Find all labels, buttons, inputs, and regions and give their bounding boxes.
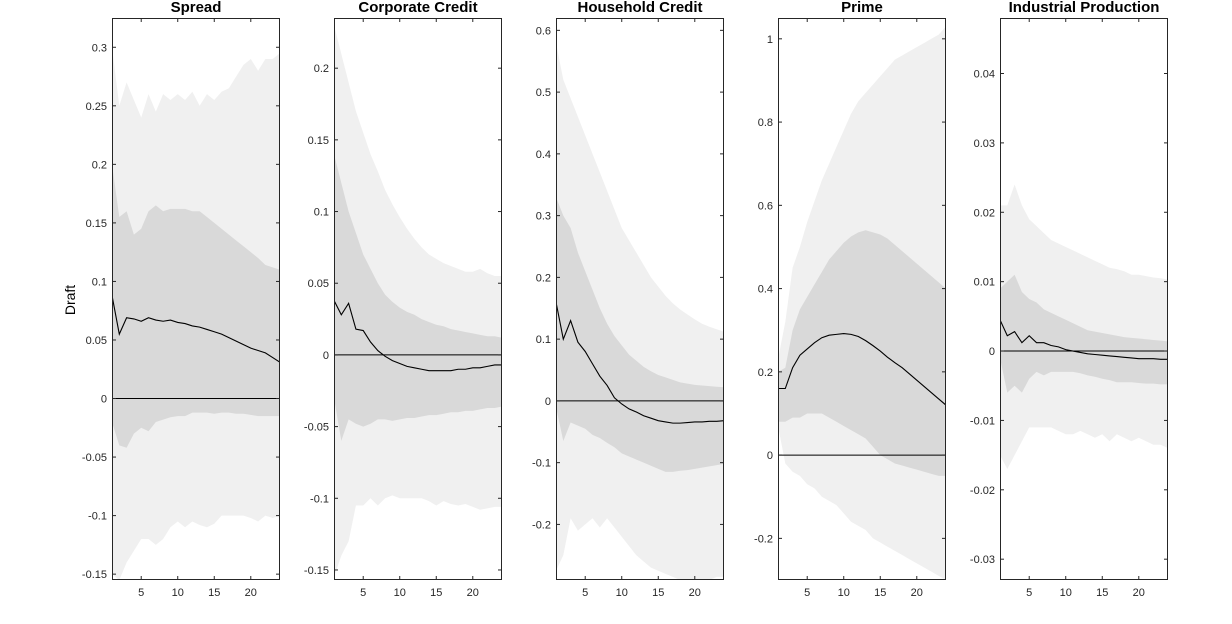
panel-title: Prime [841, 0, 883, 16]
plot-area [778, 26, 946, 580]
panel-title: Household Credit [577, 0, 702, 16]
y-tick-label: 0 [101, 394, 107, 406]
y-tick-label: -0.2 [754, 533, 773, 545]
y-tick-label: 0.5 [536, 87, 551, 99]
y-tick-label: -0.1 [88, 511, 107, 523]
plot-area [334, 25, 502, 577]
y-tick-label: 0.03 [974, 138, 995, 150]
y-tick-label: -0.1 [310, 493, 329, 505]
x-tick-label: 10 [394, 587, 406, 599]
x-tick-label: 15 [874, 587, 886, 599]
y-tick-label: 0.15 [308, 135, 329, 147]
y-tick-label: 0.4 [536, 149, 551, 161]
y-tick-label: 0 [767, 450, 773, 462]
y-tick-label: 0.04 [974, 69, 995, 81]
y-tick-label: -0.1 [532, 458, 551, 470]
y-tick-label: -0.15 [304, 565, 329, 577]
panel-title: Corporate Credit [358, 0, 477, 16]
x-tick-label: 20 [467, 587, 479, 599]
y-tick-label: 0 [545, 396, 551, 408]
panel-corporate-credit: -0.15 -0.1 -0.05 0 0.05 0.1 0.15 0.2 5 10 15 20 Corp… [304, 0, 502, 599]
panel-household-credit: -0.2 -0.1 0 0.1 0.2 0.3 0.4 0.5 0.6 5 10 15 20 Househ… [532, 0, 724, 599]
y-tick-label: 0.05 [308, 278, 329, 290]
y-tick-label: 0.1 [314, 207, 329, 219]
y-tick-label: 0 [989, 346, 995, 358]
x-tick-label: 15 [208, 587, 220, 599]
y-tick-label: -0.05 [304, 422, 329, 434]
y-tick-label: 0.1 [92, 276, 107, 288]
y-tick-label: 0.6 [536, 25, 551, 37]
x-tick-label: 10 [172, 587, 184, 599]
y-tick-label: 0.2 [314, 63, 329, 75]
y-tick-label: 0.2 [536, 272, 551, 284]
x-tick-label: 15 [1096, 587, 1108, 599]
panel-spread: -0.15 -0.1 -0.05 0 0.05 0.1 0.15 0.2 0.25 0.3 5 10 1… [82, 0, 280, 599]
y-tick-label: 0 [323, 350, 329, 362]
y-tick-label: -0.01 [970, 415, 995, 427]
x-tick-label: 10 [838, 587, 850, 599]
y-tick-label: -0.15 [82, 569, 107, 581]
x-tick-label: 15 [430, 587, 442, 599]
panel-industrial-production: -0.03 -0.02 -0.01 0 0.01 0.02 0.03 0.04 5 10 15 20 I… [970, 0, 1168, 599]
plot-area [112, 47, 280, 580]
x-tick-label: 5 [1026, 587, 1032, 599]
y-tick-label: 0.8 [758, 117, 773, 129]
x-tick-label: 20 [1133, 587, 1145, 599]
y-tick-label: 0.1 [536, 334, 551, 346]
y-tick-label: -0.2 [532, 519, 551, 531]
y-tick-label: 0.02 [974, 207, 995, 219]
y-tick-label: -0.02 [970, 485, 995, 497]
x-tick-label: 10 [616, 587, 628, 599]
y-tick-label: -0.03 [970, 554, 995, 566]
y-tick-label: 0.6 [758, 200, 773, 212]
plot-area [556, 43, 724, 580]
panel-title: Spread [171, 0, 222, 16]
x-tick-label: 5 [360, 587, 366, 599]
x-tick-label: 15 [652, 587, 664, 599]
figure-y-label: Draft [62, 285, 78, 315]
y-tick-label: 0.3 [536, 211, 551, 223]
y-tick-label: 0.2 [758, 367, 773, 379]
y-tick-label: 0.2 [92, 159, 107, 171]
x-tick-label: 10 [1060, 587, 1072, 599]
x-tick-label: 5 [804, 587, 810, 599]
x-tick-label: 20 [911, 587, 923, 599]
y-tick-label: 0.01 [974, 277, 995, 289]
y-tick-label: 0.15 [86, 218, 107, 230]
y-tick-label: 0.3 [92, 42, 107, 54]
x-tick-label: 20 [689, 587, 701, 599]
y-tick-label: 0.05 [86, 335, 107, 347]
plot-area [1000, 185, 1168, 469]
y-tick-label: -0.05 [82, 452, 107, 464]
y-tick-label: 0.4 [758, 284, 773, 296]
x-tick-label: 5 [138, 587, 144, 599]
x-tick-label: 20 [245, 587, 257, 599]
panel-title: Industrial Production [1009, 0, 1160, 16]
y-tick-label: 1 [767, 34, 773, 46]
x-tick-label: 5 [582, 587, 588, 599]
y-tick-label: 0.25 [86, 101, 107, 113]
